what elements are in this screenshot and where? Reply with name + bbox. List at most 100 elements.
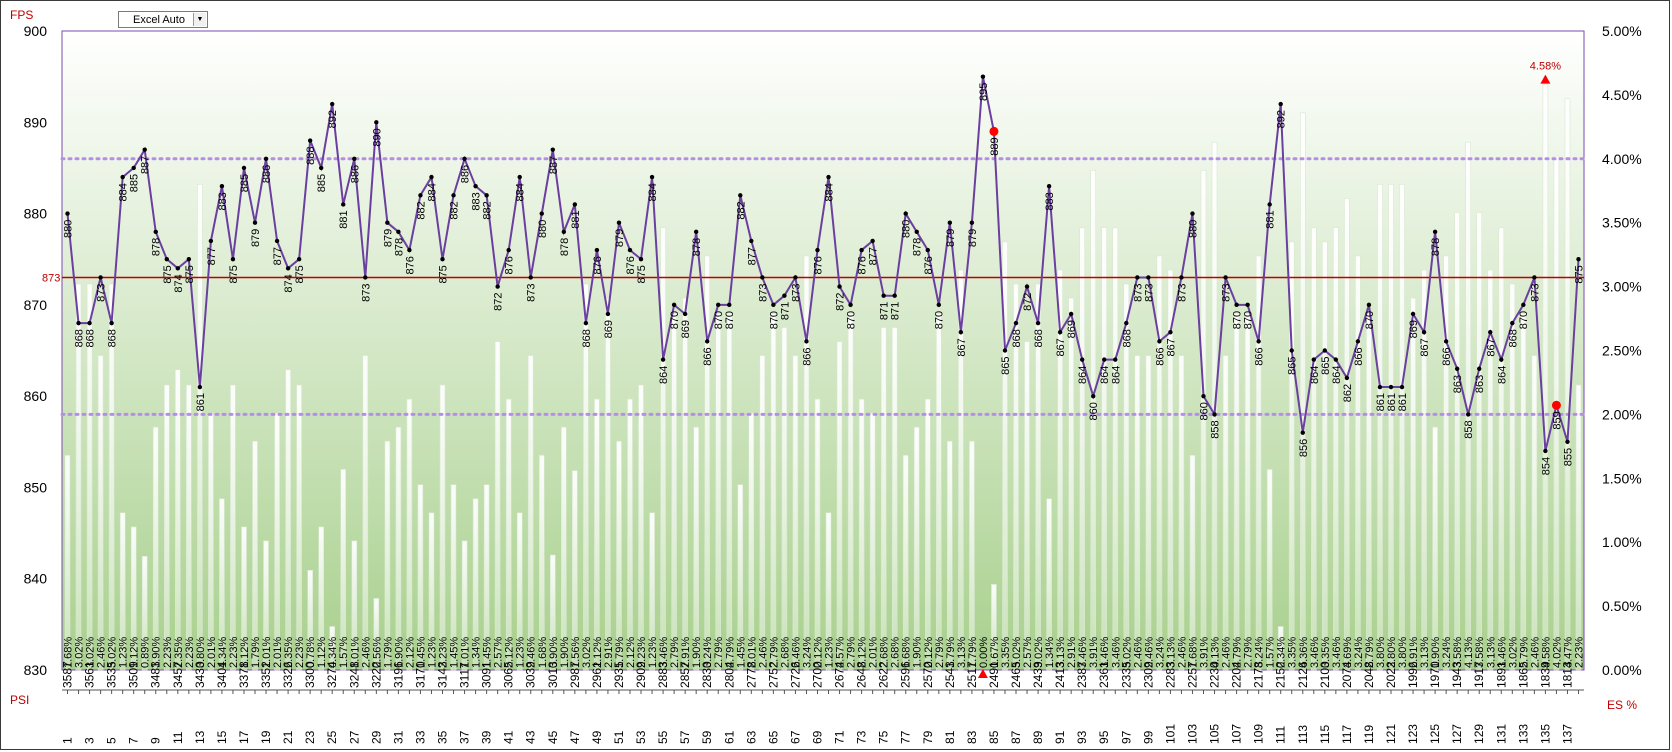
- es-value-label: 3.02%: [107, 637, 119, 668]
- y2-tick-label: 2.00%: [1602, 406, 1642, 422]
- fps-value-label: 854: [1540, 457, 1552, 475]
- es-bar: [186, 384, 192, 671]
- fps-value-label: 866: [702, 347, 714, 365]
- fps-value-label: 866: [1353, 347, 1365, 365]
- es-bar: [1288, 241, 1295, 671]
- es-bar: [1079, 227, 1085, 671]
- shot-number-label: 57: [678, 730, 692, 744]
- shot-number-label: 31: [391, 730, 405, 744]
- fps-point: [241, 165, 247, 171]
- fps-value-label: 865: [1000, 357, 1012, 375]
- shot-number-label: 15: [215, 730, 229, 744]
- fps-value-label: 873: [96, 283, 108, 301]
- es-bar: [759, 355, 766, 671]
- psi-label: 3222: [369, 661, 383, 688]
- y2-tick-label: 0.00%: [1602, 662, 1642, 678]
- es-bar: [1266, 469, 1273, 671]
- fps-point: [1124, 320, 1129, 326]
- fps-value-label: 868: [1011, 329, 1023, 347]
- psi-label: 2935: [612, 661, 626, 688]
- es-value-label: 3.24%: [1154, 637, 1166, 668]
- es-bar: [781, 327, 788, 671]
- fps-point: [374, 120, 379, 125]
- fps-value-label: 864: [1099, 366, 1111, 384]
- psi-label: 2439: [1031, 661, 1045, 688]
- es-value-label: 3.02%: [581, 637, 593, 668]
- es-value-label: 3.80%: [1375, 637, 1387, 668]
- fps-value-label: 861: [1386, 393, 1398, 411]
- chevron-down-icon[interactable]: ▼: [193, 13, 206, 26]
- fps-value-label: 882: [415, 201, 427, 219]
- es-bar: [560, 426, 567, 671]
- es-bar: [594, 398, 600, 671]
- es-value-label: 3.35%: [1287, 637, 1299, 668]
- fps-value-label: 885: [129, 174, 141, 192]
- fps-point: [219, 183, 225, 189]
- es-bar: [1575, 384, 1582, 671]
- fps-value-label: 878: [912, 238, 924, 256]
- es-bar: [1564, 98, 1571, 671]
- es-value-label: 2.79%: [768, 637, 780, 668]
- fps-value-label: 876: [923, 256, 935, 274]
- es-value-label: 1.79%: [382, 637, 394, 668]
- psi-label: 2543: [943, 661, 957, 688]
- fps-value-label: 875: [184, 265, 196, 283]
- es-bar: [627, 398, 633, 671]
- es-bar: [219, 498, 225, 671]
- es-value-label: 3.46%: [1110, 637, 1122, 668]
- fps-value-label: 873: [790, 283, 802, 301]
- es-bar: [152, 426, 159, 671]
- fps-value-label: 890: [371, 128, 383, 146]
- es-bar: [605, 297, 611, 671]
- es-value-label: 4.13%: [1210, 637, 1222, 668]
- shot-number-label: 107: [1230, 724, 1244, 744]
- fps-point: [1344, 375, 1350, 381]
- fps-value-label: 864: [1331, 366, 1343, 384]
- psi-label: 1970: [1428, 661, 1442, 688]
- fps-value-label: 868: [74, 329, 86, 347]
- fps-point: [65, 211, 70, 216]
- fps-point: [76, 320, 81, 326]
- psi-label: 2804: [722, 661, 736, 688]
- fps-point: [1223, 275, 1228, 280]
- psi-label: 2074: [1340, 661, 1354, 688]
- es-bar: [1255, 255, 1262, 671]
- fps-point: [903, 211, 908, 216]
- psi-label: 2987: [568, 661, 582, 688]
- fps-point: [1443, 339, 1449, 344]
- psi-label: 2230: [1208, 661, 1222, 688]
- fps-value-label: 880: [1187, 220, 1199, 238]
- es-bar: [1311, 227, 1317, 671]
- es-value-label: 2.91%: [680, 637, 692, 668]
- fps-value-label: 869: [1408, 320, 1420, 338]
- fps-point: [859, 247, 864, 253]
- shot-number-label: 77: [899, 730, 913, 744]
- fps-point: [1377, 384, 1383, 390]
- fps-point: [583, 320, 589, 326]
- es-value-label: 2.35%: [283, 637, 295, 668]
- es-bar: [1178, 355, 1185, 671]
- fps-value-label: 876: [857, 256, 869, 274]
- es-bar: [924, 398, 931, 671]
- shot-number-label: 11: [171, 731, 185, 744]
- es-bar: [660, 227, 666, 671]
- psi-label: 1813: [1561, 661, 1575, 688]
- shot-number-label: 23: [303, 730, 317, 744]
- fps-point: [1410, 311, 1416, 317]
- fps-point: [704, 339, 710, 344]
- fps-value-label: 864: [1496, 366, 1508, 384]
- fps-value-label: 868: [1033, 329, 1045, 347]
- chart-mode-dropdown[interactable]: Excel Auto ▼: [118, 11, 208, 28]
- y2-tick-label: 4.50%: [1602, 87, 1642, 103]
- fps-point: [230, 257, 236, 262]
- es-bar: [571, 470, 578, 671]
- fps-value-label: 881: [338, 210, 350, 228]
- fps-point: [892, 293, 897, 298]
- psi-label: 3039: [524, 661, 538, 688]
- shot-number-label: 63: [744, 730, 758, 744]
- es-bar: [362, 355, 369, 671]
- psi-label: 2335: [1119, 661, 1133, 688]
- fps-point: [131, 165, 136, 171]
- es-bar: [1454, 212, 1460, 671]
- shot-number-label: 5: [105, 737, 119, 744]
